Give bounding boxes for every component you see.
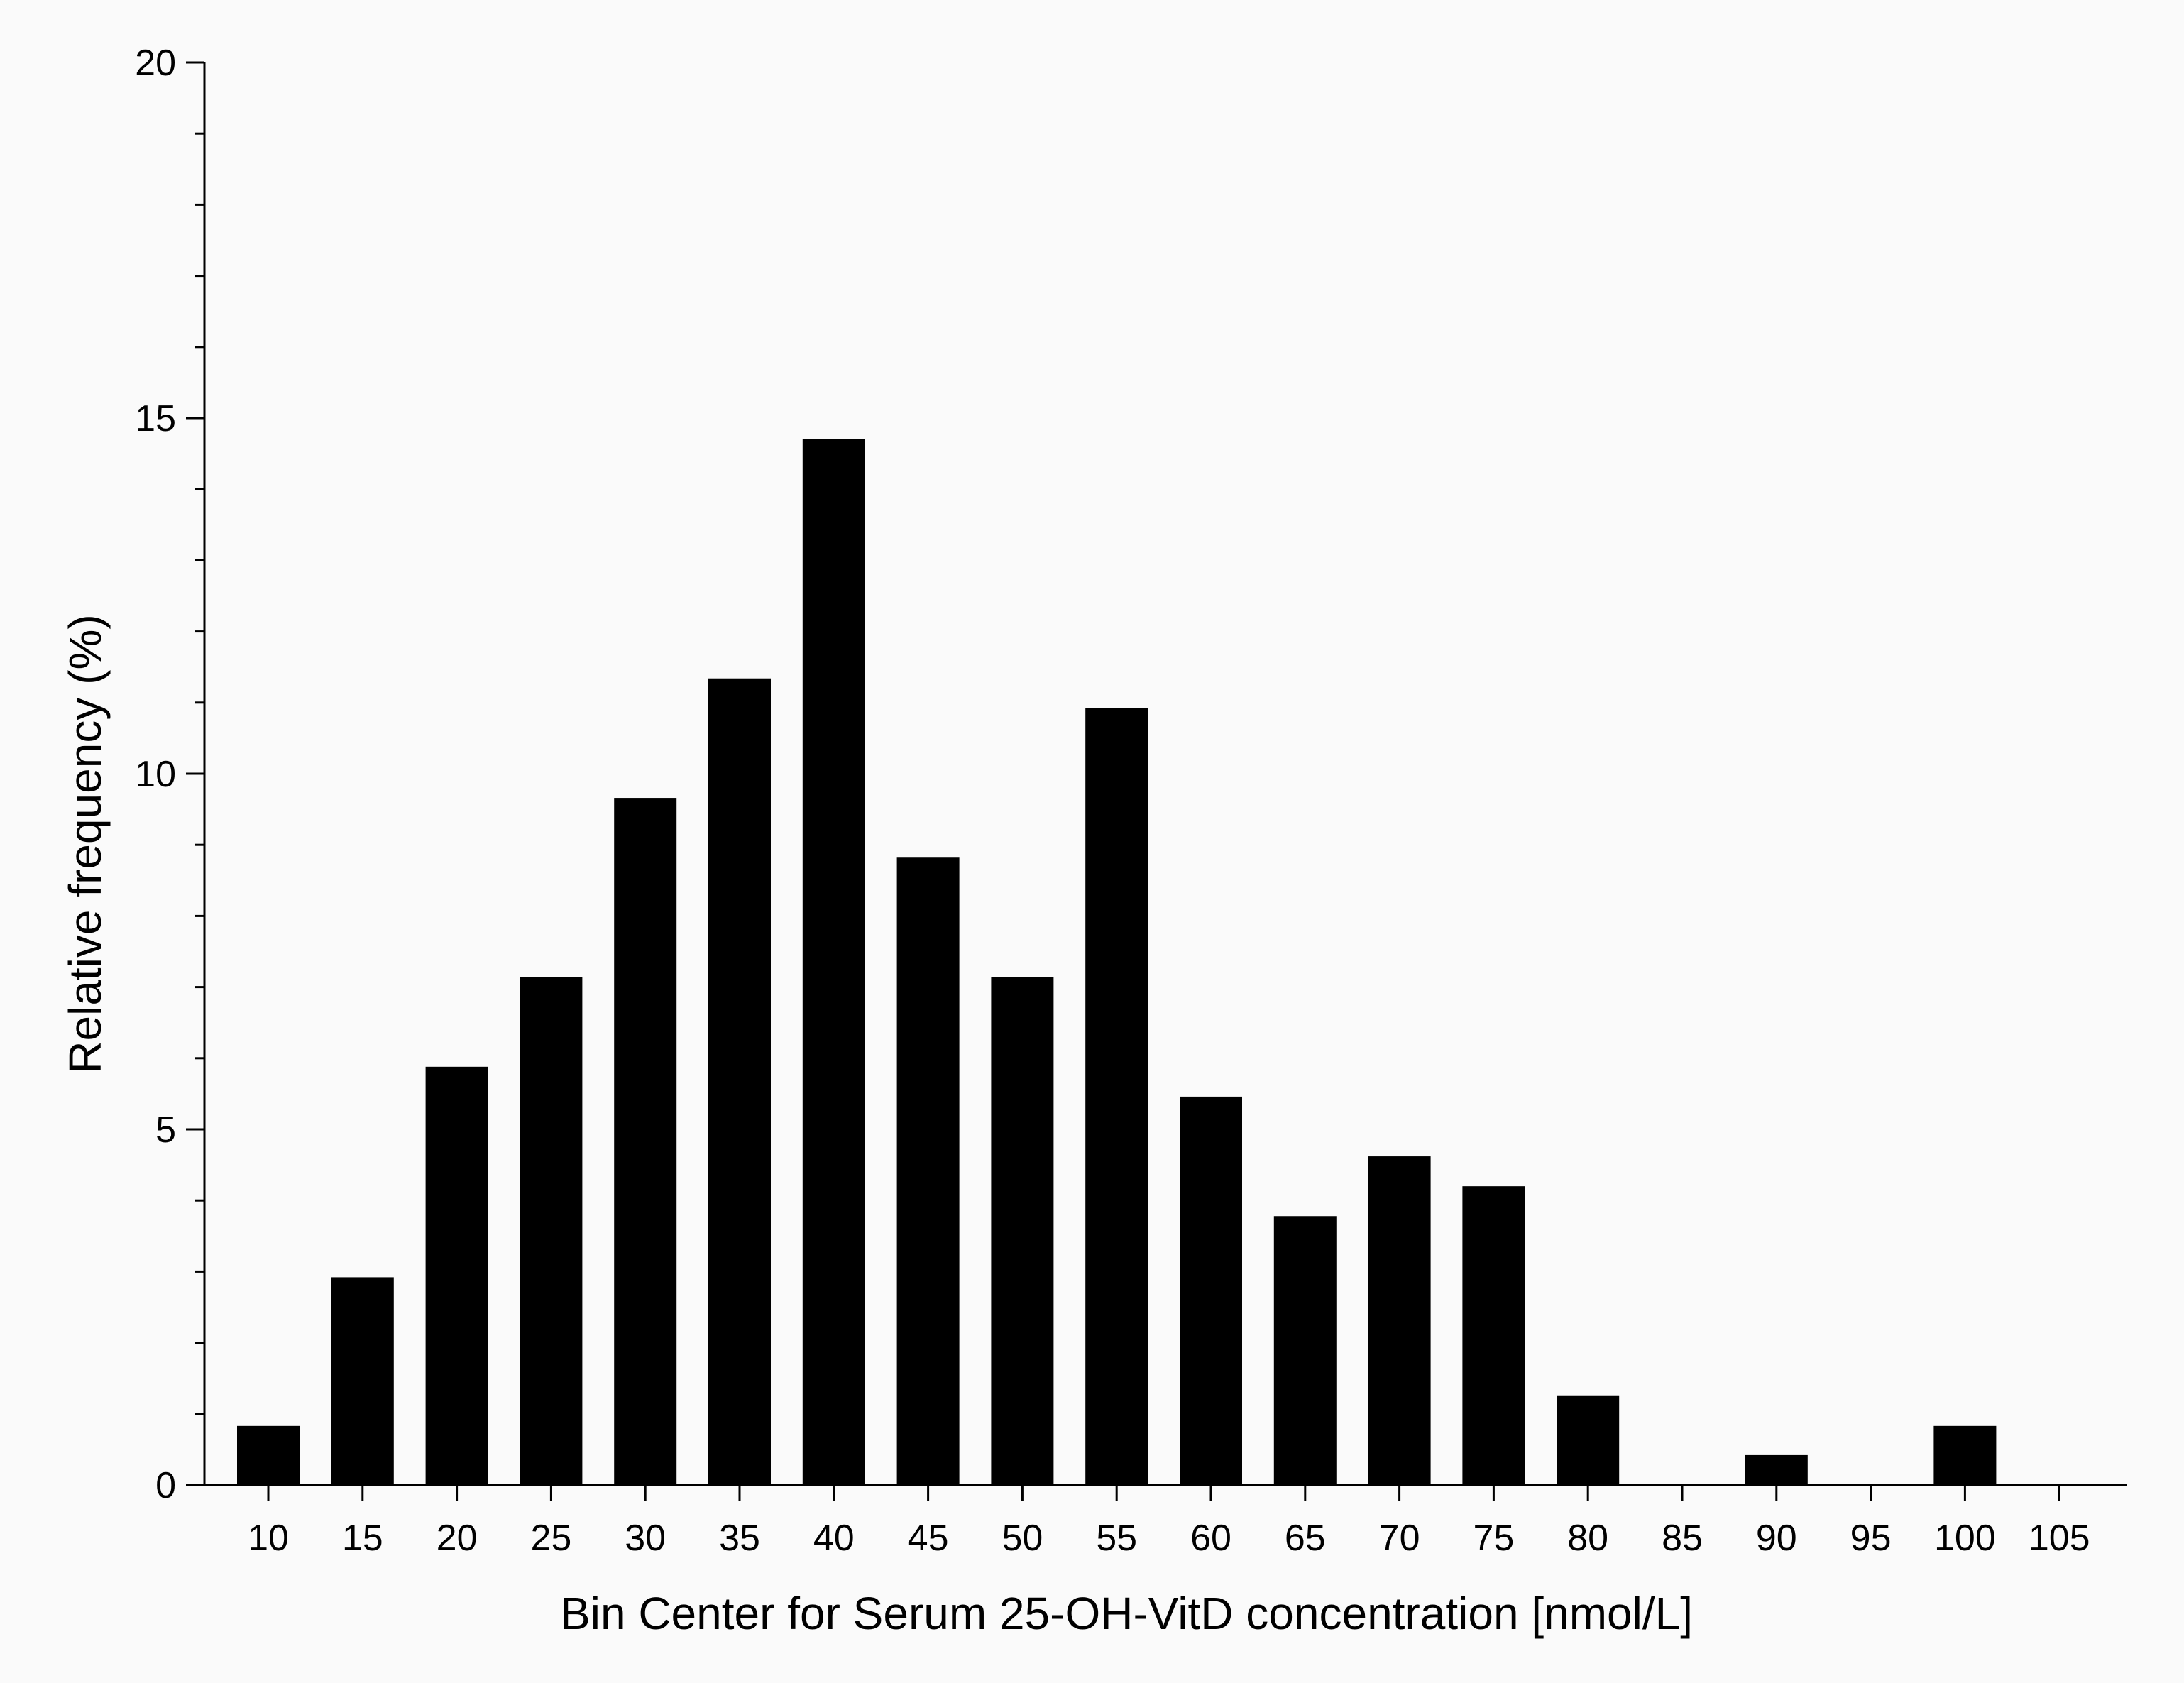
- x-tick-label: 25: [530, 1518, 571, 1559]
- bar-55: [1085, 708, 1148, 1486]
- x-tick-label: 80: [1567, 1518, 1608, 1559]
- bar-90: [1745, 1454, 1808, 1485]
- x-tick-label: 105: [2029, 1518, 2090, 1559]
- x-tick-label: 90: [1756, 1518, 1797, 1559]
- x-tick-label: 95: [1850, 1518, 1892, 1559]
- x-axis-title: Bin Center for Serum 25-OH-VitD concentr…: [560, 1588, 1693, 1639]
- y-tick-label: 20: [135, 43, 176, 84]
- bar-40: [802, 439, 865, 1485]
- bar-10: [237, 1425, 300, 1485]
- x-tick-label: 65: [1285, 1518, 1326, 1559]
- y-tick-label: 0: [155, 1465, 176, 1506]
- y-axis-title: Relative frequency (%): [60, 614, 111, 1073]
- x-tick-label: 70: [1379, 1518, 1420, 1559]
- bar-30: [614, 798, 677, 1485]
- x-tick-label: 40: [813, 1518, 855, 1559]
- y-tick-label: 10: [135, 754, 176, 795]
- bar-80: [1557, 1395, 1620, 1485]
- x-tick-label: 55: [1096, 1518, 1137, 1559]
- x-tick-label: 60: [1190, 1518, 1231, 1559]
- bar-100: [1933, 1425, 1997, 1485]
- bar-25: [520, 977, 583, 1485]
- x-tick-label: 75: [1473, 1518, 1514, 1559]
- bar-75: [1462, 1186, 1525, 1485]
- x-tick-label: 30: [625, 1518, 666, 1559]
- bar-20: [425, 1066, 488, 1485]
- y-axis: 0 5 10 15 20: [135, 43, 206, 1506]
- x-axis: 10 15 20 25 30 35 40 45 50 55 60 65 70 75 80 85 90 95 100 1…: [204, 1484, 2127, 1559]
- bar-50: [991, 977, 1054, 1485]
- y-tick-label: 5: [155, 1109, 176, 1151]
- bar-60: [1180, 1096, 1242, 1485]
- x-tick-label: 100: [1934, 1518, 1996, 1559]
- x-tick-label: 10: [248, 1518, 289, 1559]
- x-tick-label: 45: [908, 1518, 949, 1559]
- x-tick-label: 20: [437, 1518, 478, 1559]
- x-tick-label: 35: [719, 1518, 760, 1559]
- bar-35: [708, 678, 771, 1486]
- x-tick-label: 15: [342, 1518, 383, 1559]
- y-tick-label: 15: [135, 398, 176, 439]
- bar-series: [237, 439, 1997, 1486]
- bar-70: [1368, 1156, 1431, 1485]
- bar-45: [896, 857, 960, 1485]
- x-tick-label: 85: [1662, 1518, 1703, 1559]
- x-tick-label: 50: [1002, 1518, 1043, 1559]
- bar-65: [1273, 1216, 1337, 1485]
- bar-15: [331, 1277, 394, 1485]
